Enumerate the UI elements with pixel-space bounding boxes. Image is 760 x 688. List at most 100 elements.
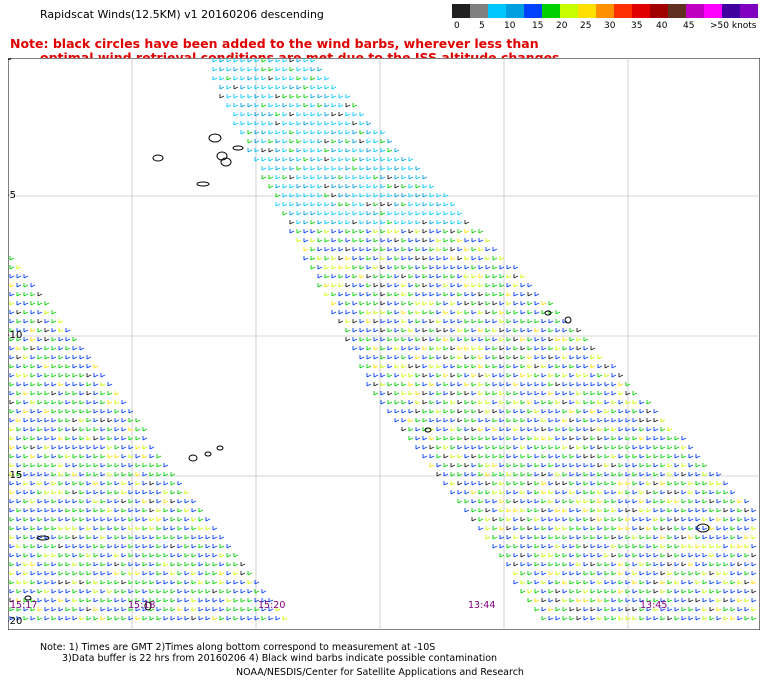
wind-barb bbox=[653, 472, 659, 477]
wind-barb bbox=[506, 454, 512, 459]
wind-barb bbox=[499, 346, 505, 351]
wind-barb bbox=[303, 94, 309, 99]
wind-barb bbox=[604, 544, 610, 549]
wind-barb bbox=[555, 508, 561, 513]
wind-barb bbox=[618, 553, 624, 558]
wind-barb bbox=[16, 319, 22, 324]
wind-barb bbox=[51, 517, 57, 522]
wind-barb bbox=[674, 607, 680, 612]
wind-barb bbox=[422, 256, 428, 261]
wind-barb bbox=[464, 355, 470, 360]
wind-barb bbox=[709, 589, 715, 594]
wind-barb bbox=[261, 76, 267, 81]
wind-barb bbox=[233, 553, 239, 558]
wind-barb bbox=[121, 445, 127, 450]
wind-barb bbox=[415, 382, 421, 387]
wind-barb bbox=[86, 391, 92, 396]
wind-barb bbox=[695, 553, 701, 558]
wind-barb bbox=[58, 562, 64, 567]
wind-barb bbox=[485, 247, 491, 252]
wind-barb bbox=[387, 391, 393, 396]
wind-barb bbox=[359, 274, 365, 279]
wind-barb bbox=[436, 454, 442, 459]
wind-barb bbox=[142, 508, 148, 513]
wind-barb bbox=[303, 148, 309, 153]
wind-barb bbox=[506, 418, 512, 423]
wind-barb bbox=[436, 274, 442, 279]
wind-barb bbox=[751, 580, 757, 585]
wind-barb bbox=[324, 112, 330, 117]
wind-barb bbox=[709, 553, 715, 558]
wind-barb bbox=[625, 598, 631, 603]
wind-barb bbox=[317, 166, 323, 171]
wind-barb bbox=[471, 346, 477, 351]
wind-barb bbox=[352, 274, 358, 279]
wind-barb bbox=[114, 391, 120, 396]
wind-barb bbox=[590, 508, 596, 513]
wind-barb bbox=[86, 607, 92, 612]
wind-barb bbox=[226, 67, 232, 72]
wind-barb bbox=[408, 400, 414, 405]
wind-barb bbox=[555, 373, 561, 378]
wind-barb bbox=[632, 463, 638, 468]
wind-barb bbox=[695, 535, 701, 540]
wind-barb bbox=[359, 229, 365, 234]
wind-barb bbox=[282, 94, 288, 99]
wind-barb bbox=[562, 436, 568, 441]
wind-barb bbox=[513, 571, 519, 576]
wind-barb bbox=[212, 535, 218, 540]
wind-barb bbox=[513, 265, 519, 270]
wind-barb bbox=[534, 508, 540, 513]
wind-barb bbox=[737, 535, 743, 540]
wind-barb bbox=[9, 274, 15, 279]
wind-barb bbox=[303, 175, 309, 180]
wind-barb bbox=[429, 238, 435, 243]
wind-barb bbox=[443, 391, 449, 396]
wind-barb bbox=[394, 202, 400, 207]
wind-barb bbox=[317, 85, 323, 90]
wind-barb bbox=[16, 481, 22, 486]
wind-barb bbox=[681, 580, 687, 585]
wind-barb bbox=[485, 427, 491, 432]
wind-barb bbox=[464, 373, 470, 378]
wind-barb bbox=[583, 382, 589, 387]
wind-barb bbox=[499, 436, 505, 441]
wind-barb bbox=[387, 337, 393, 342]
wind-barb bbox=[751, 526, 757, 531]
wind-barb bbox=[331, 301, 337, 306]
wind-barb bbox=[9, 607, 15, 612]
wind-barb bbox=[422, 382, 428, 387]
wind-barb bbox=[128, 508, 134, 513]
wind-barb bbox=[366, 382, 372, 387]
wind-barb bbox=[51, 436, 57, 441]
wind-barb bbox=[93, 418, 99, 423]
wind-barb bbox=[317, 94, 323, 99]
wind-barb bbox=[506, 562, 512, 567]
wind-barb bbox=[324, 265, 330, 270]
wind-barb bbox=[359, 166, 365, 171]
wind-barb bbox=[478, 310, 484, 315]
wind-barb bbox=[51, 400, 57, 405]
wind-barb bbox=[163, 472, 169, 477]
wind-barb bbox=[415, 400, 421, 405]
wind-barb bbox=[177, 499, 183, 504]
wind-barb bbox=[345, 274, 351, 279]
wind-barb bbox=[149, 589, 155, 594]
wind-barb bbox=[422, 247, 428, 252]
wind-barb bbox=[415, 166, 421, 171]
wind-barb bbox=[506, 427, 512, 432]
wind-barb bbox=[702, 526, 708, 531]
wind-barb bbox=[625, 445, 631, 450]
wind-barb bbox=[233, 589, 239, 594]
wind-barb bbox=[121, 454, 127, 459]
wind-barb bbox=[100, 535, 106, 540]
wind-barb bbox=[135, 553, 141, 558]
wind-speed-legend: 0 5 10 15 20 25 30 35 40 45 >50 knots bbox=[452, 4, 758, 31]
wind-barb bbox=[240, 58, 246, 63]
wind-barb bbox=[352, 220, 358, 225]
wind-barb bbox=[611, 598, 617, 603]
wind-barb bbox=[744, 616, 750, 621]
wind-barb bbox=[44, 382, 50, 387]
wind-barb bbox=[520, 391, 526, 396]
wind-barb bbox=[534, 607, 540, 612]
